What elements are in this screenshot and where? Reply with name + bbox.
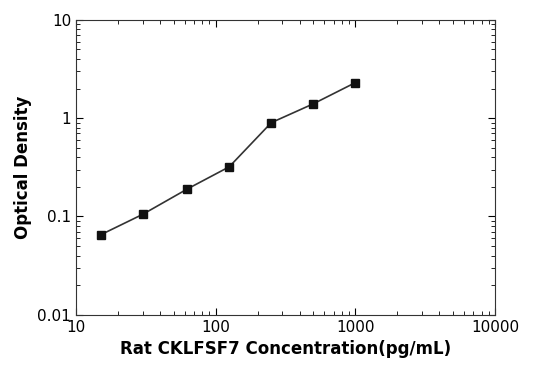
X-axis label: Rat CKLFSF7 Concentration(pg/mL): Rat CKLFSF7 Concentration(pg/mL) <box>120 340 451 358</box>
Y-axis label: Optical Density: Optical Density <box>14 96 32 239</box>
